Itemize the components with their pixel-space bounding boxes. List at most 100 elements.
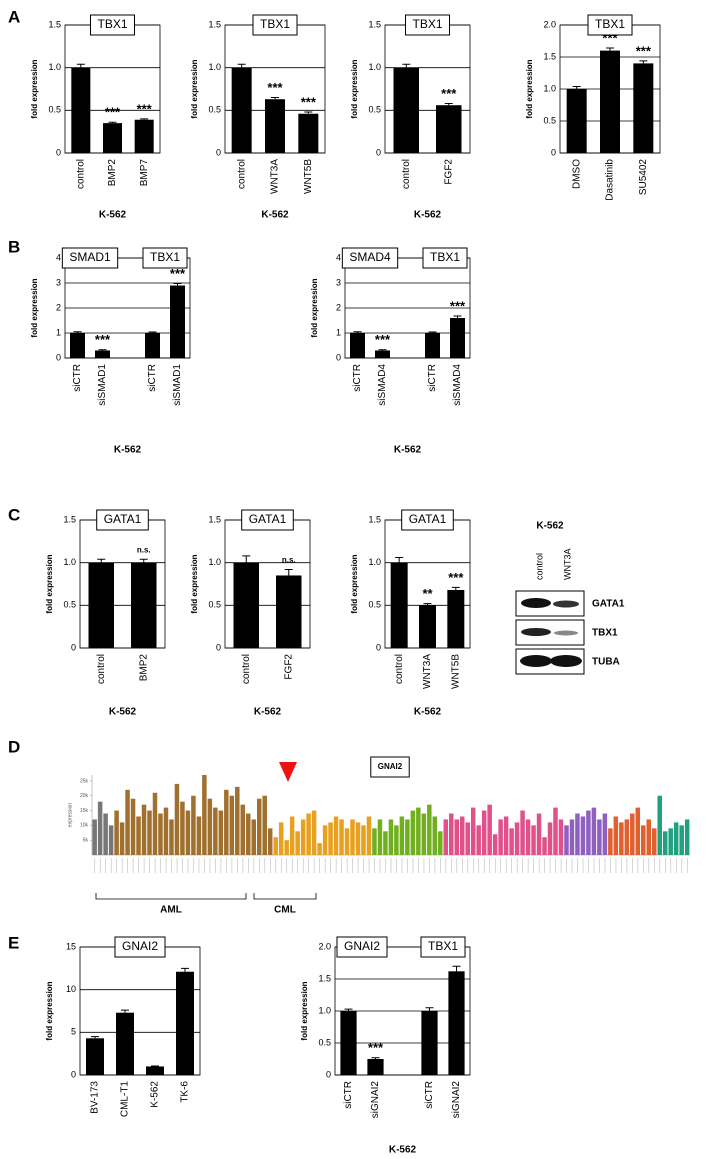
x-tick-label: FGF2 [443, 159, 454, 185]
bar [503, 816, 509, 855]
bar [71, 67, 91, 153]
error-bar [453, 315, 462, 318]
bar [673, 822, 679, 855]
error-bar [572, 85, 581, 89]
x-tick-label: TK-6 [180, 1081, 191, 1103]
bar [600, 50, 620, 153]
box-label: GATA1 [409, 512, 447, 526]
bar [158, 813, 163, 855]
bar [553, 807, 558, 855]
significance: *** [170, 266, 186, 281]
y-tick-label: 2.0 [318, 941, 331, 951]
y-tick-label: 0.5 [208, 600, 221, 610]
y-tick-label: 0 [56, 352, 61, 362]
y-tick-label: 0.5 [543, 115, 556, 125]
bar [476, 825, 481, 855]
blot-band-label: TBX1 [592, 628, 618, 639]
bar [421, 1011, 438, 1075]
y-tick-label: 1.0 [368, 62, 381, 72]
bar [447, 589, 465, 648]
box-label: GATA1 [104, 512, 142, 526]
y-tick-label: 5k [83, 838, 89, 844]
y-tick-label: 1.0 [48, 62, 61, 72]
bar [340, 1011, 357, 1075]
bar [180, 801, 185, 855]
label-box [587, 14, 633, 36]
bar [265, 99, 285, 153]
bar [163, 807, 169, 855]
box-label: SMAD4 [349, 250, 391, 264]
bar [586, 810, 591, 855]
x-tick-label: siCTR [147, 364, 158, 392]
y-tick-label: 0.5 [63, 600, 76, 610]
x-tick-label: siSMAD1 [172, 364, 183, 406]
x-axis-label: K-562 [414, 707, 442, 718]
error-bar [91, 1036, 99, 1039]
y-tick-label: 4 [56, 252, 61, 262]
bar [419, 605, 436, 648]
x-tick-label: siCTR [424, 1081, 435, 1109]
bar [213, 807, 218, 855]
bar [564, 825, 569, 855]
bar [425, 333, 440, 358]
y-axis-label: fold expression [190, 554, 199, 613]
y-tick-label: 0 [376, 642, 381, 652]
bar [116, 1012, 134, 1075]
bar [372, 828, 377, 855]
y-tick-label: 0.5 [208, 105, 221, 115]
box-label: TBX1 [595, 17, 625, 31]
bar [322, 825, 328, 855]
bar [251, 819, 256, 855]
y-tick-label: 2.0 [543, 19, 556, 29]
bar [344, 828, 350, 855]
significance: *** [267, 80, 283, 95]
bar [394, 825, 399, 855]
bar [229, 795, 235, 855]
blot-band-label: GATA1 [592, 599, 625, 610]
y-tick-label: 1.5 [208, 19, 221, 29]
x-axis-label: K-562 [414, 210, 442, 221]
blot-lane: WNT3A [562, 549, 572, 581]
panel-letter: E [8, 933, 19, 952]
error-bar [173, 283, 182, 286]
group-bracket [253, 893, 317, 900]
x-tick-label: control [394, 654, 405, 684]
y-tick-label: 15 [66, 941, 76, 951]
bar [684, 819, 690, 855]
x-axis-label: K-562 [109, 707, 137, 718]
bar [427, 804, 432, 855]
significance: *** [636, 43, 652, 58]
error-bar [428, 331, 437, 333]
blot-band [521, 598, 551, 608]
bar [134, 119, 154, 153]
bar [377, 819, 383, 855]
error-bar [108, 121, 117, 124]
bar [449, 813, 454, 855]
bar [207, 798, 213, 855]
bar [525, 819, 531, 855]
bar [454, 819, 459, 855]
box-label: GATA1 [249, 512, 287, 526]
x-axis-label: K-562 [389, 1145, 417, 1156]
bar [597, 819, 602, 855]
error-bar [121, 1009, 129, 1013]
bar [317, 843, 322, 855]
bar [465, 822, 470, 855]
y-tick-label: 10 [66, 984, 76, 994]
error-bar [98, 349, 107, 351]
y-tick-label: 1.5 [543, 51, 556, 61]
bar [136, 816, 141, 855]
label-box [420, 936, 466, 958]
bar [487, 804, 492, 855]
y-tick-label: 0 [551, 147, 556, 157]
plot-frame [344, 257, 471, 359]
highlight-arrow [279, 762, 297, 782]
y-tick-label: 10k [80, 823, 89, 829]
bar [328, 822, 333, 855]
y-tick-label: 3 [336, 277, 341, 287]
label-box [114, 936, 166, 958]
bar [355, 822, 361, 855]
bar [130, 798, 136, 855]
bar [97, 801, 103, 855]
